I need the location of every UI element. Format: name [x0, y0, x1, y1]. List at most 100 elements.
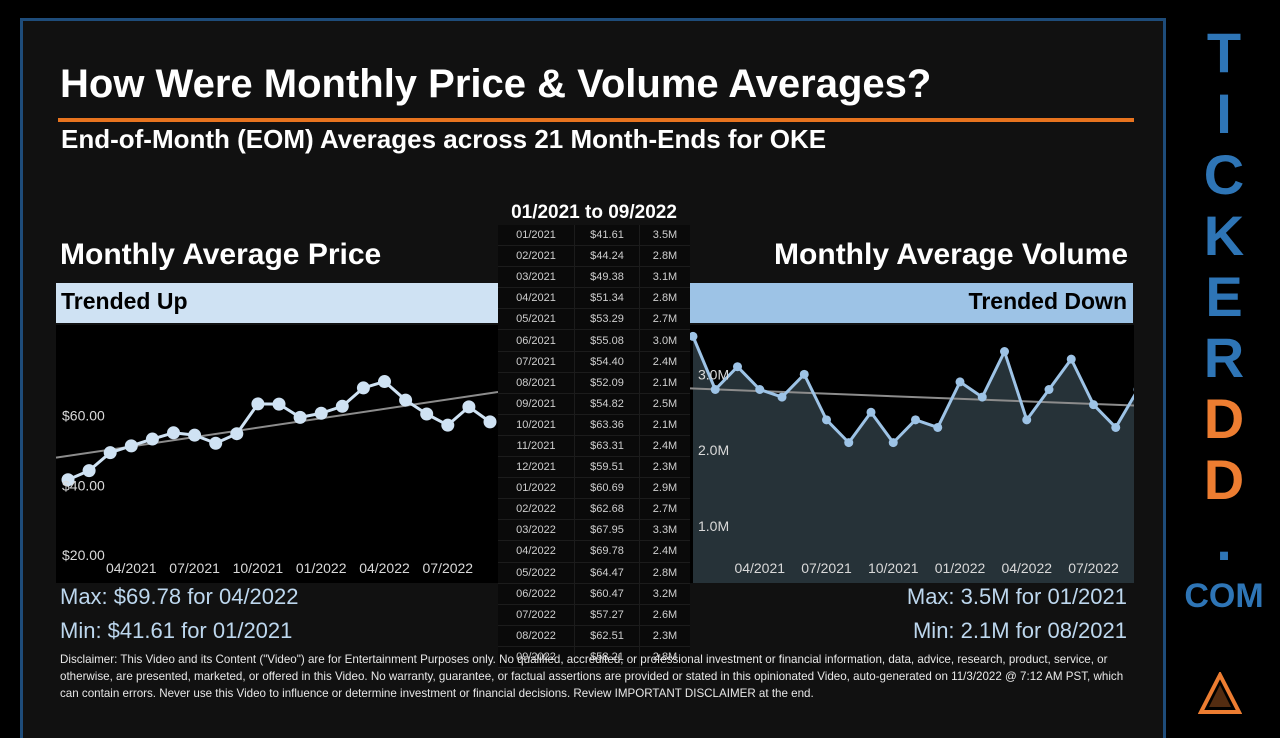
table-cell-price: $55.08 — [574, 329, 640, 352]
y-tick-label: 2.0M — [698, 442, 729, 458]
table-cell-month: 02/2021 — [498, 245, 575, 268]
table-cell-month: 10/2021 — [498, 414, 575, 436]
data-point: 03/2022: 3.3 — [1000, 347, 1009, 357]
table-cell-volume: 2.3M — [639, 625, 690, 647]
data-point: 05/2021: 2.7 — [777, 392, 787, 402]
data-point: 09/2022: 2.8 — [1133, 387, 1134, 392]
data-point: 02/2022: 2.7 — [977, 392, 987, 402]
data-point: 06/2021: 55.08 — [167, 426, 180, 440]
table-cell-month: 12/2021 — [498, 456, 575, 479]
table-cell-volume: 2.5M — [639, 393, 690, 415]
data-point: 02/2021: 2.8 — [710, 385, 720, 394]
table-cell-price: $67.95 — [574, 519, 640, 542]
table-cell-month: 02/2022 — [498, 498, 575, 521]
data-point: 02/2022: 62.68 — [335, 399, 349, 413]
table-cell-month: 06/2021 — [498, 329, 575, 352]
table-cell-volume: 3.2M — [639, 583, 690, 605]
volume-chart: 01/2021: 3.5 02/2021: 2.8 03/2021: 3.1 04/2… — [690, 325, 1134, 583]
data-point: 04/2021: 2.8 — [755, 385, 765, 394]
brand-letter: D — [1203, 387, 1245, 450]
volume-panel-title: Monthly Average Volume — [774, 238, 1128, 271]
data-point: 10/2021: 63.36 — [251, 397, 265, 411]
table-cell-price: $44.24 — [574, 245, 640, 268]
price-trend-label: Trended Up — [56, 283, 498, 323]
x-tick-label: 07/2022 — [1068, 560, 1119, 576]
table-row: 01/2022 $60.69 2.9M — [498, 477, 690, 500]
table-cell-month: 06/2022 — [498, 583, 575, 605]
table-cell-volume: 3.0M — [639, 329, 690, 352]
table-cell-month: 01/2021 — [498, 225, 575, 247]
table-cell-price: $49.38 — [574, 266, 640, 289]
table-row: 03/2022 $67.95 3.3M — [498, 519, 690, 542]
brand-letter: D — [1203, 448, 1245, 511]
table-cell-volume: 2.9M — [639, 477, 690, 500]
data-point: 08/2021: 52.09 — [209, 436, 223, 450]
table-cell-price: $69.78 — [574, 540, 640, 563]
table-row: 04/2022 $69.78 2.4M — [498, 540, 690, 563]
volume-chart-svg: 01/2021: 3.5 02/2021: 2.8 03/2021: 3.1 04/2… — [690, 331, 1134, 583]
volume-max-stat: Max: 3.5M for 01/2021 — [906, 584, 1127, 609]
table-cell-month: 05/2021 — [498, 308, 575, 331]
table-cell-month: 01/2022 — [498, 477, 575, 500]
table-row: 05/2022 $64.47 2.8M — [498, 562, 690, 584]
disclaimer-text: Disclaimer: This Video and its Content (… — [60, 653, 1124, 700]
table-row: 07/2021 $54.40 2.4M — [498, 351, 690, 373]
x-tick-label: 04/2022 — [1001, 560, 1052, 576]
table-cell-price: $57.27 — [574, 604, 640, 626]
data-point: 10/2021: 2.1 — [888, 438, 898, 448]
table-cell-price: $59.51 — [574, 456, 640, 479]
data-point: 06/2022: 3.2 — [1066, 354, 1076, 364]
y-tick-label: 1.0M — [698, 518, 729, 534]
data-point: 03/2022: 67.95 — [356, 381, 370, 395]
table-row: 05/2021 $53.29 2.7M — [498, 308, 690, 331]
data-point: 01/2022: 60.69 — [314, 406, 328, 420]
table-row: 03/2021 $49.38 3.1M — [498, 266, 690, 289]
brand-letter: R — [1203, 326, 1245, 389]
table-cell-month: 04/2022 — [498, 540, 575, 563]
data-point: 08/2022: 62.51 — [462, 400, 476, 414]
table-cell-month: 09/2021 — [498, 393, 575, 415]
table-cell-volume: 2.7M — [639, 498, 690, 521]
data-point: 09/2021: 54.82 — [230, 427, 244, 441]
table-cell-volume: 2.4M — [639, 540, 690, 563]
x-tick-label: 01/2022 — [935, 560, 986, 576]
table-cell-volume: 3.3M — [639, 519, 690, 542]
table-cell-price: $63.31 — [574, 435, 640, 458]
data-point: 01/2021: 41.61 — [61, 473, 75, 487]
data-point: 04/2021: 51.34 — [124, 439, 138, 453]
x-tick-label: 04/2021 — [106, 560, 157, 576]
data-point: 05/2022: 2.8 — [1044, 385, 1054, 394]
volume-min-stat: Min: 2.1M for 08/2021 — [912, 618, 1127, 643]
brand-letter: T — [1206, 21, 1242, 84]
table-cell-volume: 2.8M — [639, 287, 690, 310]
table-cell-volume: 2.4M — [639, 435, 690, 458]
table-row: 09/2021 $54.82 2.5M — [498, 393, 690, 415]
table-cell-price: $41.61 — [574, 225, 640, 247]
data-point: 05/2022: 64.47 — [399, 393, 413, 407]
y-tick-label: $20.00 — [62, 547, 105, 563]
table-row: 01/2021 $41.61 3.5M — [498, 225, 690, 247]
table-cell-price: $60.47 — [574, 583, 640, 605]
data-point: 04/2022: 69.78 — [378, 375, 391, 389]
table-cell-month: 07/2022 — [498, 604, 575, 626]
x-tick-label: 04/2022 — [359, 560, 410, 576]
table-row: 11/2021 $63.31 2.4M — [498, 435, 690, 458]
table-cell-month: 03/2021 — [498, 266, 575, 289]
table-cell-price: $62.68 — [574, 498, 640, 521]
table-cell-month: 05/2022 — [498, 562, 575, 584]
table-cell-month: 03/2022 — [498, 519, 575, 542]
page-title: How Were Monthly Price & Volume Averages… — [60, 62, 932, 106]
brand-letter: . — [1216, 509, 1232, 572]
title-divider — [58, 118, 1134, 122]
table-cell-month: 07/2021 — [498, 351, 575, 373]
monthly-data-table: 01/2021 $41.61 3.5M 02/2021 $44.24 2.8M 03/202… — [498, 225, 690, 668]
table-row: 09/2022 $58.21 2.8M — [498, 646, 690, 668]
data-point: 11/2021: 63.31 — [272, 397, 286, 411]
brand-suffix: COM — [1184, 577, 1264, 615]
table-row: 02/2022 $62.68 2.7M — [498, 498, 690, 521]
y-tick-label: 3.0M — [698, 366, 729, 382]
table-cell-month: 08/2022 — [498, 625, 575, 647]
data-point: 12/2021: 2.3 — [933, 422, 943, 432]
table-row: 06/2022 $60.47 3.2M — [498, 583, 690, 605]
price-panel-title: Monthly Average Price — [60, 238, 382, 271]
